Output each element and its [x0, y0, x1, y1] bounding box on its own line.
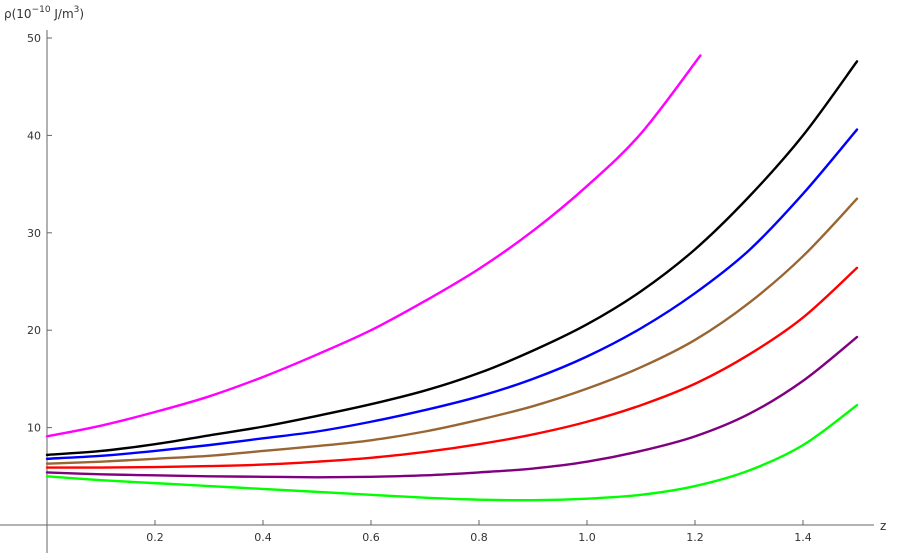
y-ticks: 10 20 30 40 50: [27, 32, 52, 435]
series-line-2: [45, 60, 859, 457]
x-tick-label: 1.0: [578, 531, 596, 544]
series-line-1: [45, 54, 702, 438]
y-tick-label: 10: [27, 422, 41, 435]
y-tick-label: 40: [27, 129, 41, 142]
y-tick-label: 50: [27, 32, 41, 45]
x-axis-label: z: [880, 519, 886, 533]
series-group: [45, 54, 859, 502]
x-tick-label: 1.4: [794, 531, 812, 544]
series-line-5: [45, 266, 859, 469]
axes: [0, 30, 874, 553]
x-tick-label: 0.8: [470, 531, 488, 544]
y-tick-label: 20: [27, 324, 41, 337]
series-line-6: [45, 335, 859, 479]
x-ticks: 0.2 0.4 0.6 0.8 1.0 1.2 1.4: [146, 520, 812, 544]
x-tick-label: 0.2: [146, 531, 164, 544]
x-tick-label: 0.4: [254, 531, 272, 544]
y-tick-label: 30: [27, 227, 41, 240]
y-axis-label: ρ(10−10 J/m3): [4, 5, 84, 21]
series-line-4: [45, 197, 859, 465]
series-line-3: [45, 128, 859, 460]
x-tick-label: 1.2: [686, 531, 704, 544]
x-tick-label: 0.6: [362, 531, 380, 544]
series-line-7: [45, 404, 859, 502]
